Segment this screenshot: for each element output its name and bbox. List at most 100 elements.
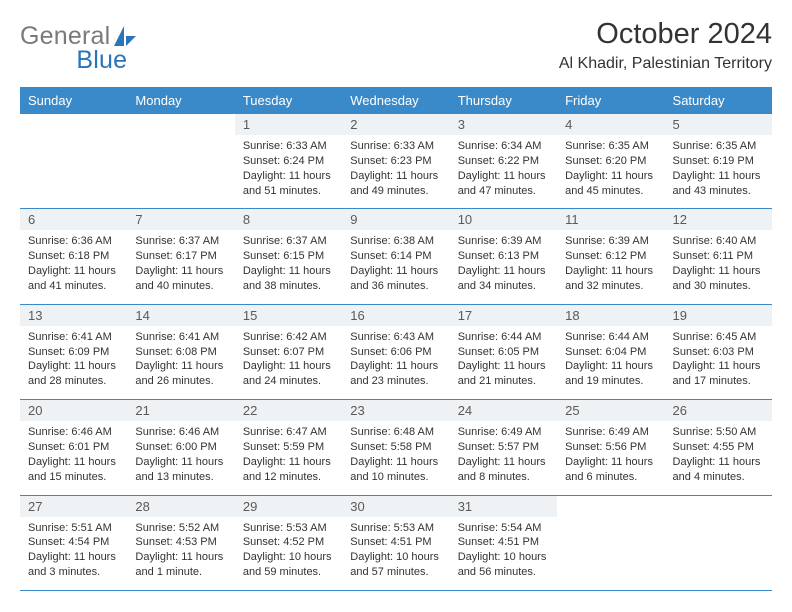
sunrise-text: Sunrise: 6:35 AM: [673, 139, 766, 154]
sunrise-text: Sunrise: 6:42 AM: [243, 330, 336, 345]
page-header: General Blue October 2024 Al Khadir, Pal…: [20, 18, 772, 73]
calendar-cell: 4Sunrise: 6:35 AMSunset: 6:20 PMDaylight…: [557, 114, 664, 209]
day-number: 21: [127, 400, 234, 421]
day-body: Sunrise: 6:37 AMSunset: 6:17 PMDaylight:…: [127, 230, 234, 303]
sunset-text: Sunset: 6:01 PM: [28, 440, 121, 455]
daylight-text: Daylight: 11 hours and 6 minutes.: [565, 455, 658, 485]
sunrise-text: Sunrise: 6:33 AM: [350, 139, 443, 154]
sunrise-text: Sunrise: 6:48 AM: [350, 425, 443, 440]
day-body: Sunrise: 6:47 AMSunset: 5:59 PMDaylight:…: [235, 421, 342, 494]
daylight-text: Daylight: 11 hours and 43 minutes.: [673, 169, 766, 199]
daylight-text: Daylight: 11 hours and 23 minutes.: [350, 359, 443, 389]
calendar-week-row: 6Sunrise: 6:36 AMSunset: 6:18 PMDaylight…: [20, 209, 772, 304]
brand-logo: General Blue: [20, 18, 191, 51]
day-body: Sunrise: 6:33 AMSunset: 6:24 PMDaylight:…: [235, 135, 342, 208]
sunset-text: Sunset: 6:17 PM: [135, 249, 228, 264]
month-title: October 2024: [559, 18, 772, 51]
day-body: Sunrise: 6:49 AMSunset: 5:56 PMDaylight:…: [557, 421, 664, 494]
sunrise-text: Sunrise: 6:40 AM: [673, 234, 766, 249]
calendar-cell: 12Sunrise: 6:40 AMSunset: 6:11 PMDayligh…: [665, 209, 772, 304]
sunrise-text: Sunrise: 6:37 AM: [135, 234, 228, 249]
calendar-cell: 11Sunrise: 6:39 AMSunset: 6:12 PMDayligh…: [557, 209, 664, 304]
day-body: Sunrise: 6:41 AMSunset: 6:09 PMDaylight:…: [20, 326, 127, 399]
sunset-text: Sunset: 5:57 PM: [458, 440, 551, 455]
calendar-cell: 25Sunrise: 6:49 AMSunset: 5:56 PMDayligh…: [557, 400, 664, 495]
day-number: 15: [235, 305, 342, 326]
sunrise-text: Sunrise: 6:41 AM: [28, 330, 121, 345]
day-number: 20: [20, 400, 127, 421]
sunset-text: Sunset: 5:59 PM: [243, 440, 336, 455]
sunrise-text: Sunrise: 6:47 AM: [243, 425, 336, 440]
sunrise-text: Sunrise: 5:51 AM: [28, 521, 121, 536]
sunrise-text: Sunrise: 6:39 AM: [565, 234, 658, 249]
sunset-text: Sunset: 4:51 PM: [458, 535, 551, 550]
calendar-week-row: 1Sunrise: 6:33 AMSunset: 6:24 PMDaylight…: [20, 114, 772, 209]
sunset-text: Sunset: 6:00 PM: [135, 440, 228, 455]
calendar-cell: [665, 495, 772, 590]
day-body: Sunrise: 5:53 AMSunset: 4:52 PMDaylight:…: [235, 517, 342, 590]
daylight-text: Daylight: 11 hours and 4 minutes.: [673, 455, 766, 485]
calendar-cell: 7Sunrise: 6:37 AMSunset: 6:17 PMDaylight…: [127, 209, 234, 304]
day-number: 2: [342, 114, 449, 135]
sunset-text: Sunset: 4:53 PM: [135, 535, 228, 550]
weekday-header: Tuesday: [235, 87, 342, 114]
sunset-text: Sunset: 6:20 PM: [565, 154, 658, 169]
day-number: 14: [127, 305, 234, 326]
calendar-cell: 30Sunrise: 5:53 AMSunset: 4:51 PMDayligh…: [342, 495, 449, 590]
day-body-empty: [20, 136, 127, 200]
day-number: 10: [450, 209, 557, 230]
sunset-text: Sunset: 6:04 PM: [565, 345, 658, 360]
sunset-text: Sunset: 6:14 PM: [350, 249, 443, 264]
daylight-text: Daylight: 11 hours and 24 minutes.: [243, 359, 336, 389]
day-body: Sunrise: 6:38 AMSunset: 6:14 PMDaylight:…: [342, 230, 449, 303]
sunset-text: Sunset: 4:55 PM: [673, 440, 766, 455]
day-number-empty: [665, 496, 772, 518]
day-body: Sunrise: 6:48 AMSunset: 5:58 PMDaylight:…: [342, 421, 449, 494]
daylight-text: Daylight: 11 hours and 10 minutes.: [350, 455, 443, 485]
calendar-cell: 28Sunrise: 5:52 AMSunset: 4:53 PMDayligh…: [127, 495, 234, 590]
calendar-cell: 17Sunrise: 6:44 AMSunset: 6:05 PMDayligh…: [450, 304, 557, 399]
sunset-text: Sunset: 6:13 PM: [458, 249, 551, 264]
daylight-text: Daylight: 11 hours and 38 minutes.: [243, 264, 336, 294]
daylight-text: Daylight: 11 hours and 30 minutes.: [673, 264, 766, 294]
daylight-text: Daylight: 11 hours and 3 minutes.: [28, 550, 121, 580]
sunset-text: Sunset: 6:06 PM: [350, 345, 443, 360]
day-number: 29: [235, 496, 342, 517]
daylight-text: Daylight: 11 hours and 26 minutes.: [135, 359, 228, 389]
daylight-text: Daylight: 11 hours and 34 minutes.: [458, 264, 551, 294]
sunrise-text: Sunrise: 6:39 AM: [458, 234, 551, 249]
sunrise-text: Sunrise: 5:53 AM: [350, 521, 443, 536]
calendar-cell: 19Sunrise: 6:45 AMSunset: 6:03 PMDayligh…: [665, 304, 772, 399]
day-body: Sunrise: 6:45 AMSunset: 6:03 PMDaylight:…: [665, 326, 772, 399]
daylight-text: Daylight: 10 hours and 57 minutes.: [350, 550, 443, 580]
day-body: Sunrise: 6:44 AMSunset: 6:05 PMDaylight:…: [450, 326, 557, 399]
day-number: 17: [450, 305, 557, 326]
day-body: Sunrise: 6:39 AMSunset: 6:12 PMDaylight:…: [557, 230, 664, 303]
daylight-text: Daylight: 11 hours and 41 minutes.: [28, 264, 121, 294]
calendar-cell: [127, 114, 234, 209]
calendar-cell: 1Sunrise: 6:33 AMSunset: 6:24 PMDaylight…: [235, 114, 342, 209]
location-subtitle: Al Khadir, Palestinian Territory: [559, 55, 772, 73]
day-number: 22: [235, 400, 342, 421]
calendar-cell: 5Sunrise: 6:35 AMSunset: 6:19 PMDaylight…: [665, 114, 772, 209]
sunrise-text: Sunrise: 6:37 AM: [243, 234, 336, 249]
day-number: 1: [235, 114, 342, 135]
daylight-text: Daylight: 11 hours and 40 minutes.: [135, 264, 228, 294]
day-body: Sunrise: 5:51 AMSunset: 4:54 PMDaylight:…: [20, 517, 127, 590]
day-body-empty: [557, 518, 664, 582]
day-body: Sunrise: 6:33 AMSunset: 6:23 PMDaylight:…: [342, 135, 449, 208]
calendar-cell: [20, 114, 127, 209]
sunrise-text: Sunrise: 6:36 AM: [28, 234, 121, 249]
day-body: Sunrise: 6:49 AMSunset: 5:57 PMDaylight:…: [450, 421, 557, 494]
weekday-row: SundayMondayTuesdayWednesdayThursdayFrid…: [20, 87, 772, 114]
day-number: 18: [557, 305, 664, 326]
day-number: 7: [127, 209, 234, 230]
sunrise-text: Sunrise: 6:46 AM: [28, 425, 121, 440]
day-body: Sunrise: 6:46 AMSunset: 6:00 PMDaylight:…: [127, 421, 234, 494]
sunset-text: Sunset: 6:07 PM: [243, 345, 336, 360]
day-body: Sunrise: 6:36 AMSunset: 6:18 PMDaylight:…: [20, 230, 127, 303]
daylight-text: Daylight: 10 hours and 59 minutes.: [243, 550, 336, 580]
day-number: 26: [665, 400, 772, 421]
sunset-text: Sunset: 5:58 PM: [350, 440, 443, 455]
sunset-text: Sunset: 6:08 PM: [135, 345, 228, 360]
